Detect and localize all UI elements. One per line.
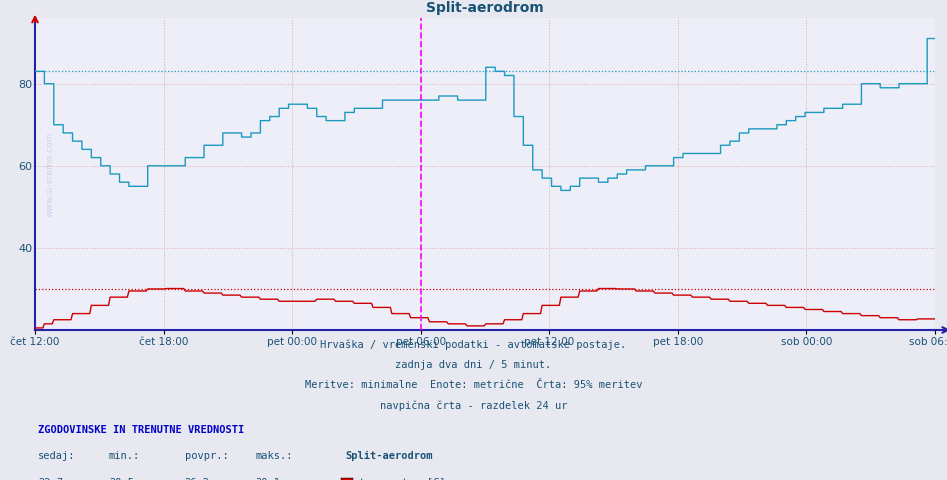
Text: temperatura[C]: temperatura[C] xyxy=(358,478,445,480)
Text: Hrvaška / vremenski podatki - avtomatske postaje.: Hrvaška / vremenski podatki - avtomatske… xyxy=(320,340,627,350)
Text: sedaj:: sedaj: xyxy=(38,451,76,461)
Text: ZGODOVINSKE IN TRENUTNE VREDNOSTI: ZGODOVINSKE IN TRENUTNE VREDNOSTI xyxy=(38,425,244,435)
Text: min.:: min.: xyxy=(109,451,140,461)
Text: zadnja dva dni / 5 minut.: zadnja dva dni / 5 minut. xyxy=(396,360,551,370)
Text: navpična črta - razdelek 24 ur: navpična črta - razdelek 24 ur xyxy=(380,400,567,410)
Text: www.si-vreme.com: www.si-vreme.com xyxy=(45,132,55,216)
Text: 26,2: 26,2 xyxy=(185,478,209,480)
Text: Meritve: minimalne  Enote: metrične  Črta: 95% meritev: Meritve: minimalne Enote: metrične Črta:… xyxy=(305,380,642,390)
Text: 20,5: 20,5 xyxy=(109,478,134,480)
Text: 30,1: 30,1 xyxy=(256,478,280,480)
Text: maks.:: maks.: xyxy=(256,451,294,461)
Text: 22,7: 22,7 xyxy=(38,478,63,480)
Title: Split-aerodrom: Split-aerodrom xyxy=(426,1,544,15)
Text: povpr.:: povpr.: xyxy=(185,451,228,461)
Text: Split-aerodrom: Split-aerodrom xyxy=(346,451,433,461)
